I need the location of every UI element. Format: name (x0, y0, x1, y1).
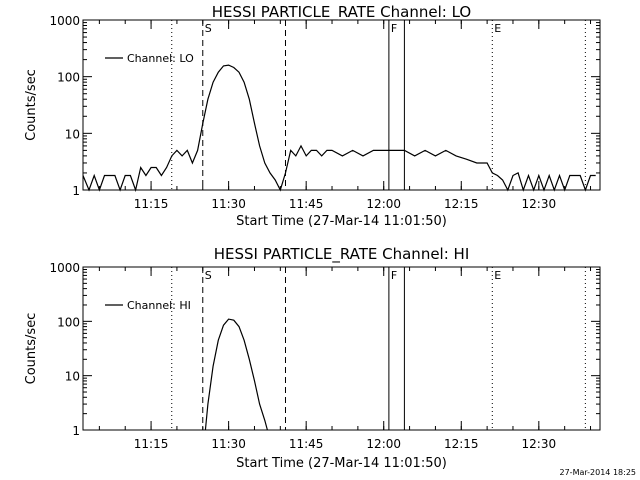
panel-2-legend-label: Channel: HI (127, 299, 191, 312)
panel-2-series-line (204, 318, 268, 431)
panel-1-series-line (82, 64, 596, 193)
panel-2-y-tick-label: 100 (57, 315, 80, 329)
panel-1-plot-frame (82, 19, 601, 191)
panel-1-x-tick-label: 11:45 (289, 197, 324, 211)
panel-1-marker-label: S (205, 22, 212, 35)
panel-2-y-tick-label: 1 (72, 424, 80, 438)
panel-2-marker-label: E (494, 269, 501, 282)
panel-1-x-axis-label: Start Time (27-Mar-14 11:01:50) (236, 214, 447, 229)
panel-2-x-tick-label: 11:30 (211, 437, 246, 451)
panel-2-x-axis-label: Start Time (27-Mar-14 11:01:50) (236, 456, 447, 471)
panel-1-y-tick-label: 1 (72, 184, 80, 198)
footer-timestamp: 27-Mar-2014 18:25 (560, 468, 637, 477)
panel-2-title: HESSI PARTICLE_RATE Channel: HI (214, 245, 470, 264)
panel-1-x-tick-label: 11:15 (134, 197, 169, 211)
panel-2-marker-label: F (391, 269, 397, 282)
panel-1-x-tick-label: 12:30 (522, 197, 557, 211)
panel-2-y-tick-label: 10 (65, 370, 80, 384)
panel-1-y-tick-label: 10 (65, 127, 80, 141)
panel-1-marker-label: F (391, 22, 397, 35)
panel-1-title: HESSI PARTICLE_RATE Channel: LO (212, 3, 471, 22)
panel-2-x-tick-label: 11:45 (289, 437, 324, 451)
panel-2-x-tick-label: 12:15 (444, 437, 479, 451)
panel-1-marker-label: E (494, 22, 501, 35)
panel-1-y-tick-label: 1000 (49, 14, 80, 28)
panel-2-x-tick-label: 11:15 (134, 437, 169, 451)
panel-1-y-tick-label: 100 (57, 71, 80, 85)
panel-1-x-tick-label: 11:30 (211, 197, 246, 211)
panel-2-marker-label: S (205, 269, 212, 282)
panel-1-legend-label: Channel: LO (127, 52, 194, 65)
panel-1-x-tick-label: 12:15 (444, 197, 479, 211)
panel-2-x-tick-label: 12:00 (366, 437, 401, 451)
panel-2-y-tick-label: 1000 (49, 261, 80, 275)
panel-1-y-axis-label: Counts/sec (24, 69, 39, 141)
panel-1-x-tick-label: 12:00 (366, 197, 401, 211)
panel-2-plot-frame (82, 266, 601, 431)
panel-2-y-axis-label: Counts/sec (24, 313, 39, 385)
panel-2-x-tick-label: 12:30 (522, 437, 557, 451)
